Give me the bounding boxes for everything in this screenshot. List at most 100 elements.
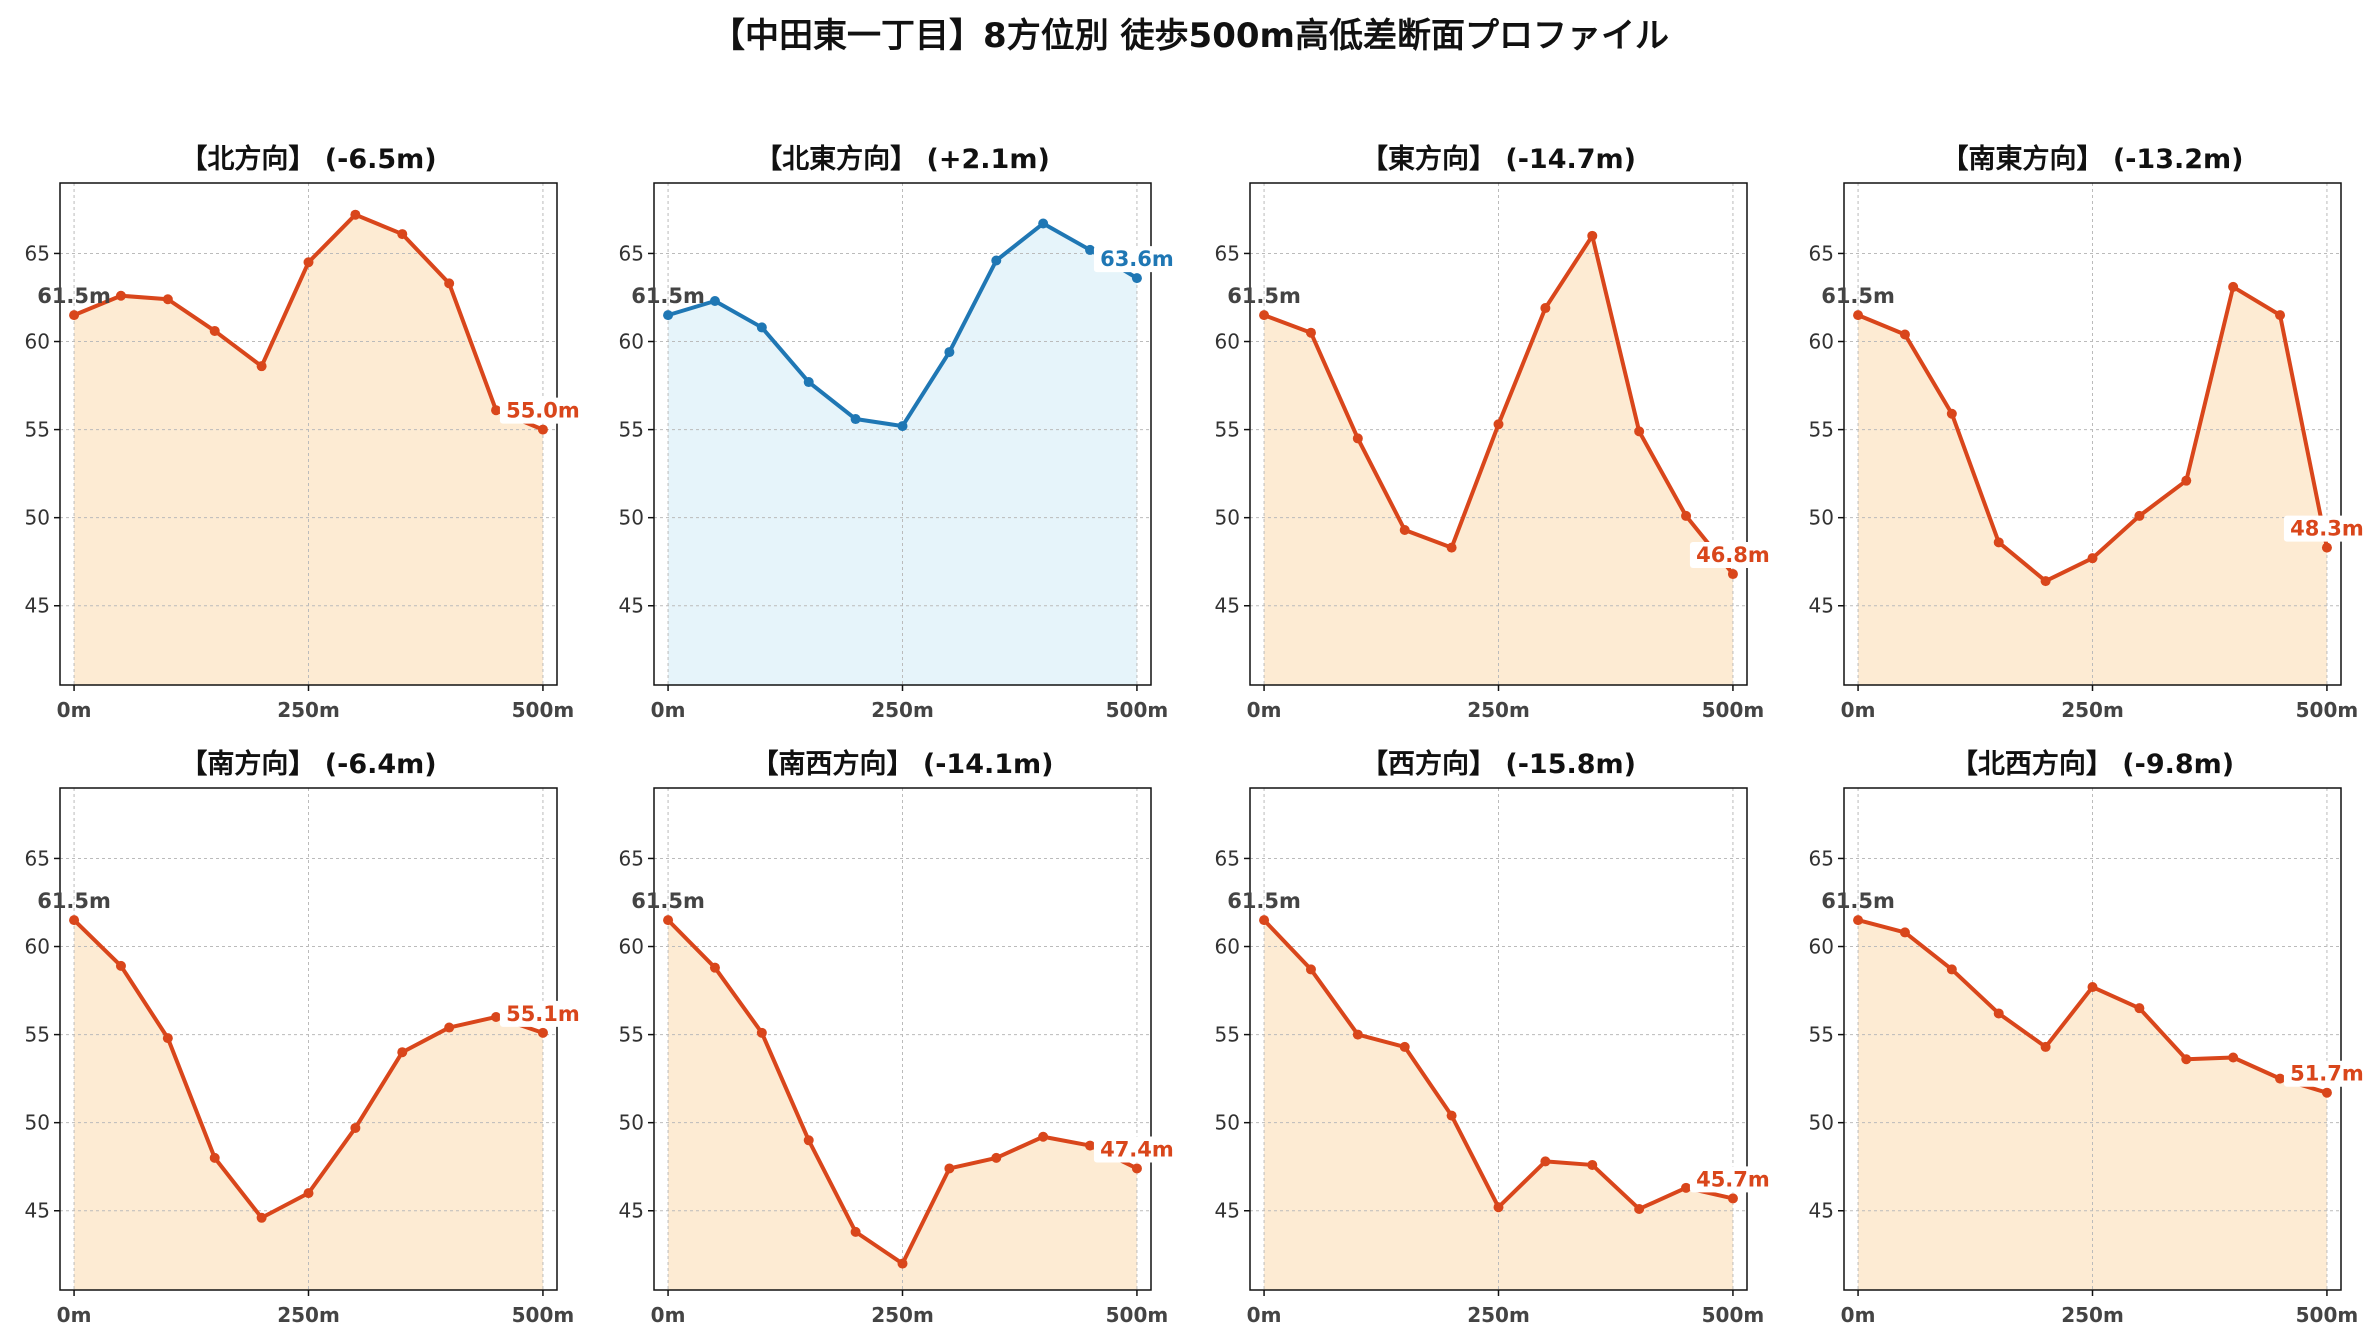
data-point [397, 1047, 408, 1058]
start-elevation-label: 61.5m [1227, 889, 1301, 913]
data-point [537, 1027, 548, 1038]
data-point [1352, 1029, 1363, 1040]
data-point [1853, 310, 1864, 321]
chart-panel-6: 【西方向】 (-15.8m) 45 50 55 60 65 0m 250m 500m 61.5m 4… [1215, 748, 1776, 1327]
x-tick-label: 250m [277, 1303, 340, 1327]
data-point [537, 424, 548, 435]
y-tick-label: 45 [619, 1199, 644, 1223]
x-tick-label: 250m [1467, 1303, 1530, 1327]
y-tick-label: 45 [1809, 1199, 1834, 1223]
x-tick-label: 0m [1247, 698, 1282, 722]
y-tick-label: 50 [25, 506, 50, 530]
data-point [1038, 218, 1049, 229]
data-point [2181, 475, 2192, 486]
y-tick-label: 65 [619, 846, 644, 870]
data-point [162, 294, 173, 305]
data-point [1493, 1202, 1504, 1213]
data-point [209, 325, 220, 336]
y-tick-label: 55 [1215, 418, 1240, 442]
chart-title: 【南東方向】 (-13.2m) [1941, 143, 2243, 175]
data-point [1946, 408, 1957, 419]
y-tick-label: 60 [1809, 330, 1834, 354]
data-point [1993, 537, 2004, 548]
data-point [444, 1022, 455, 1033]
start-elevation-label: 61.5m [1821, 889, 1895, 913]
data-point [1038, 1131, 1049, 1142]
data-point [256, 361, 267, 372]
end-label-background [2283, 1060, 2370, 1087]
y-tick-label: 50 [1215, 1111, 1240, 1135]
data-point [2321, 542, 2332, 553]
x-tick-label: 250m [871, 1303, 934, 1327]
data-point [850, 414, 861, 425]
data-point [1899, 927, 1910, 938]
data-point [663, 915, 674, 926]
x-tick-label: 500m [1702, 1303, 1765, 1327]
x-tick-label: 0m [57, 698, 92, 722]
data-point [991, 1152, 1002, 1163]
data-point [2275, 1073, 2286, 1084]
data-point [2087, 553, 2098, 564]
data-point [1446, 542, 1457, 553]
data-point [69, 310, 80, 321]
y-tick-label: 45 [1215, 1199, 1240, 1223]
x-tick-label: 0m [1247, 1303, 1282, 1327]
x-tick-label: 0m [651, 698, 686, 722]
data-point [69, 915, 80, 926]
profile-area [668, 920, 1137, 1290]
y-tick-label: 45 [619, 594, 644, 618]
y-tick-label: 65 [619, 241, 644, 265]
y-tick-label: 55 [25, 1023, 50, 1047]
data-point [1399, 524, 1410, 535]
data-point [803, 377, 814, 388]
chart-title: 【北方向】 (-6.5m) [180, 143, 436, 175]
data-point [303, 1188, 314, 1199]
x-tick-label: 250m [2061, 1303, 2124, 1327]
data-point [1993, 1008, 2004, 1019]
chart-title: 【北東方向】 (+2.1m) [755, 143, 1050, 175]
y-tick-label: 45 [1809, 594, 1834, 618]
y-tick-label: 55 [619, 1023, 644, 1047]
data-point [350, 209, 361, 220]
y-tick-label: 65 [1215, 846, 1240, 870]
chart-title: 【北西方向】 (-9.8m) [1951, 748, 2234, 780]
data-point [1352, 433, 1363, 444]
chart-panel-4: 【南方向】 (-6.4m) 45 50 55 60 65 0m 250m 500m 61.5m 55… [25, 748, 586, 1327]
data-point [897, 1258, 908, 1269]
data-point [1681, 510, 1692, 521]
data-point [1540, 1156, 1551, 1167]
y-tick-label: 45 [1215, 594, 1240, 618]
x-tick-label: 500m [2296, 698, 2359, 722]
x-tick-label: 500m [2296, 1303, 2359, 1327]
data-point [803, 1135, 814, 1146]
data-point [256, 1212, 267, 1223]
end-elevation-label: 45.7m [1696, 1167, 1770, 1191]
data-point [1259, 310, 1270, 321]
x-tick-label: 250m [277, 698, 340, 722]
x-tick-label: 250m [2061, 698, 2124, 722]
data-point [2321, 1087, 2332, 1098]
data-point [1681, 1182, 1692, 1193]
y-tick-label: 50 [1809, 506, 1834, 530]
data-point [491, 1011, 502, 1022]
data-point [1305, 327, 1316, 338]
y-tick-label: 60 [25, 330, 50, 354]
chart-title: 【西方向】 (-15.8m) [1361, 748, 1636, 780]
y-tick-label: 60 [25, 935, 50, 959]
y-tick-label: 50 [619, 1111, 644, 1135]
data-point [1899, 329, 1910, 340]
chart-panel-3: 【南東方向】 (-13.2m) 45 50 55 60 65 0m 250m 500m 61.5m… [1809, 143, 2370, 722]
data-point [1259, 915, 1270, 926]
end-elevation-label: 48.3m [2290, 517, 2364, 541]
end-label-background [499, 397, 586, 424]
profile-area [1858, 920, 2327, 1290]
start-elevation-label: 61.5m [1227, 284, 1301, 308]
x-tick-label: 0m [57, 1303, 92, 1327]
data-point [397, 229, 408, 240]
data-point [663, 310, 674, 321]
end-elevation-label: 47.4m [1100, 1137, 1174, 1161]
end-label-background [2283, 515, 2370, 542]
data-point [1727, 1193, 1738, 1204]
y-tick-label: 55 [619, 418, 644, 442]
page-title: 【中田東一丁目】8方位別 徒歩500m高低差断面プロファイル [711, 16, 1669, 56]
